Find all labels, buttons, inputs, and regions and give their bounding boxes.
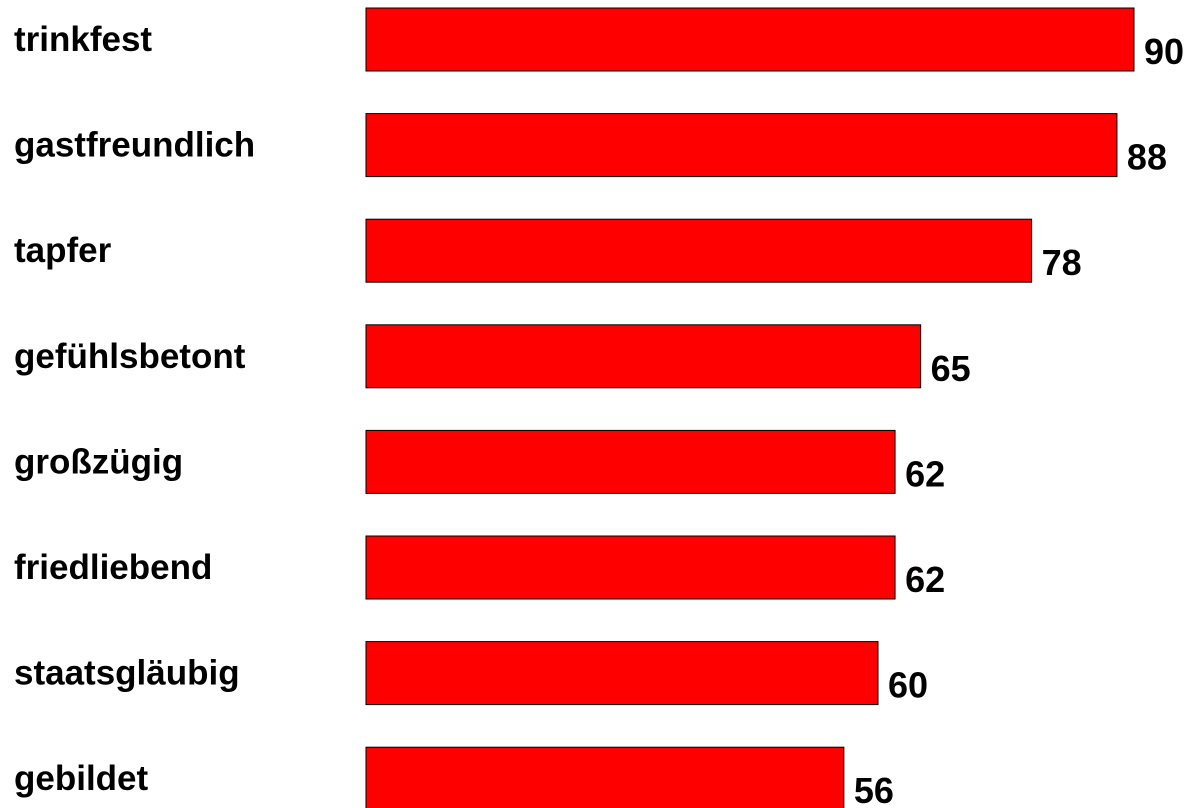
category-label: staatsgläubig [14, 654, 240, 693]
bar [365, 746, 845, 808]
value-label: 90 [1144, 31, 1184, 72]
bar [365, 7, 1135, 72]
category-labels: trinkfest gastfreundlich tapfer gefühlsbeto… [14, 20, 255, 798]
value-label: 62 [905, 559, 945, 600]
value-label: 62 [905, 453, 945, 494]
category-label: gastfreundlich [14, 126, 255, 165]
bar [365, 429, 896, 494]
value-label: 88 [1127, 137, 1167, 178]
value-label: 60 [888, 665, 928, 706]
value-labels: 90 88 78 65 62 62 60 56 [854, 31, 1184, 808]
category-label: tapfer [14, 231, 112, 270]
value-label: 65 [931, 348, 971, 389]
bar [365, 535, 896, 600]
bars [365, 7, 1135, 808]
category-label: trinkfest [14, 20, 152, 59]
bar [365, 641, 879, 706]
bar [365, 218, 1033, 283]
category-label: großzügig [14, 442, 183, 481]
value-label: 56 [854, 770, 894, 808]
category-label: gefühlsbetont [14, 337, 246, 376]
value-label: 78 [1042, 242, 1082, 283]
bar [365, 324, 922, 389]
category-label: friedliebend [14, 548, 212, 587]
category-label: gebildet [14, 759, 149, 798]
bar [365, 113, 1118, 178]
